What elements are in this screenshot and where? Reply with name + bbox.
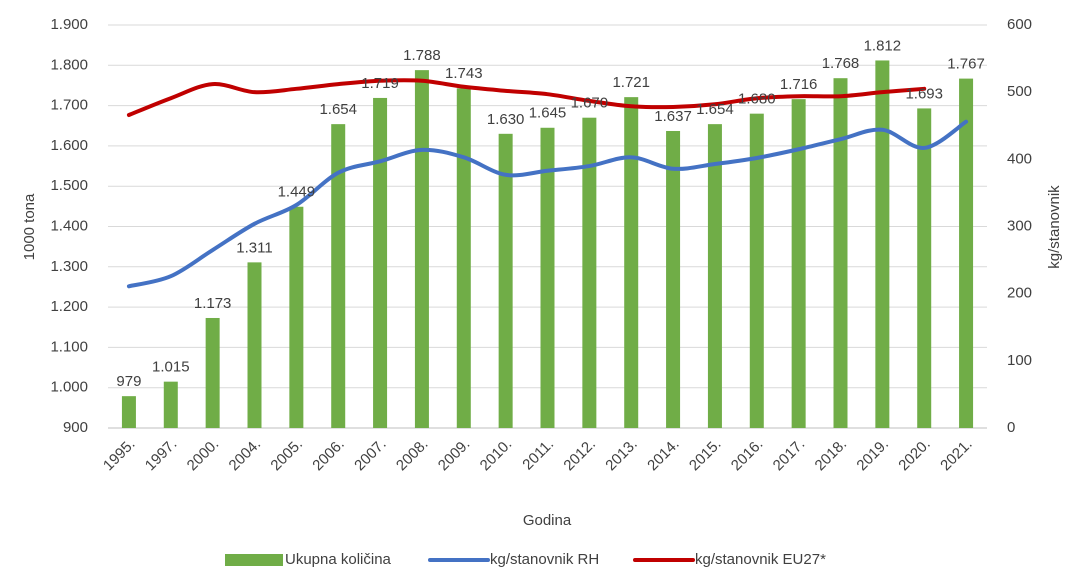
y-axis-label: 1000 tona [21,193,38,260]
bar [456,88,471,429]
bar [289,206,304,428]
bar [624,97,639,429]
bar [917,108,932,429]
x-tick-label: 2015. [686,436,725,475]
x-tick-label: 2020. [895,436,934,475]
bar [833,78,848,429]
x-tick-label: 2021. [937,436,976,475]
data-label: 1.670 [571,95,609,112]
data-label: 1.173 [194,295,232,312]
data-label: 1.721 [612,74,650,91]
bar [582,117,597,428]
bar [707,124,722,428]
bar [540,127,555,428]
data-label: 1.449 [278,184,316,201]
data-label: 1.630 [487,111,525,128]
x-tick-label: 1995. [100,436,139,475]
line [126,78,927,118]
x-tick-label: 1997. [142,436,181,475]
x-tick-label: 2013. [602,436,641,475]
x-tick-label: 2016. [728,436,767,475]
data-label: 979 [116,373,141,390]
x-tick-label: 2008. [393,436,432,475]
y-tick-label: 1.700 [50,97,88,114]
data-label: 1.788 [403,47,441,64]
x-tick-label: 2018. [812,436,851,475]
x-tick-label: 2010. [477,436,516,475]
x-axis-label: Godina [523,512,572,529]
x-tick-label: 2011. [519,436,557,474]
y-tick-label: 1.100 [50,338,88,355]
y2-tick-label: 300 [1007,217,1032,234]
bar [666,130,681,428]
y2-tick-label: 400 [1007,150,1032,167]
data-label: 1.768 [822,55,860,72]
y2-tick-label: 600 [1007,16,1032,33]
y-tick-label: 1.400 [50,217,88,234]
data-label: 1.767 [947,56,985,73]
bar [414,70,429,429]
legend-swatch [225,554,283,566]
y-tick-label: 1.900 [50,16,88,33]
data-label: 1.743 [445,65,483,82]
x-tick-label: 2017. [770,436,809,475]
x-tick-label: 2014. [644,436,683,475]
y-tick-label: 1.500 [50,177,88,194]
x-tick-label: 2009. [435,436,474,475]
y-tick-label: 900 [63,419,88,436]
x-tick-label: 2004. [226,436,265,475]
y2-tick-label: 0 [1007,419,1015,436]
x-tick-label: 2012. [560,436,599,475]
y-tick-label: 1.300 [50,258,88,275]
data-label: 1.015 [152,359,190,376]
bar [205,317,220,428]
bar [498,133,513,428]
data-label: 1.637 [654,108,692,125]
bar [875,60,890,429]
bar [331,124,346,428]
x-tick-label: 2006. [309,436,348,475]
data-label: 1.654 [319,101,357,118]
data-label: 1.812 [864,37,902,54]
bar [121,396,136,428]
data-label: 1.311 [236,239,272,256]
x-tick-label: 2000. [184,436,223,475]
data-label: 1.680 [738,91,776,108]
y2-tick-label: 200 [1007,285,1032,302]
bar [163,381,178,428]
data-label: 1.654 [696,101,734,118]
legend-label: kg/stanovnik EU27* [695,551,826,568]
y2-tick-label: 500 [1007,83,1032,100]
data-label: 1.716 [780,76,818,93]
bar [791,99,806,428]
y-tick-label: 1.600 [50,137,88,154]
legend-label: Ukupna količina [285,551,392,568]
bar [959,78,974,428]
x-tick-label: 2007. [351,436,390,475]
y-tick-label: 1.200 [50,298,88,315]
data-label: 1.719 [361,75,399,92]
y2-tick-label: 100 [1007,352,1032,369]
x-tick-label: 2005. [267,436,306,475]
y-tick-label: 1.000 [50,379,88,396]
data-label: 1.645 [529,105,567,122]
data-label: 1.693 [905,85,943,102]
y-tick-label: 1.800 [50,56,88,73]
bar [373,97,388,429]
legend-label: kg/stanovnik RH [490,551,599,568]
bar [749,113,764,428]
bar [247,262,262,428]
y2-axis-label: kg/stanovnik [1046,185,1063,269]
x-tick-label: 2019. [853,436,892,475]
line [126,119,969,289]
